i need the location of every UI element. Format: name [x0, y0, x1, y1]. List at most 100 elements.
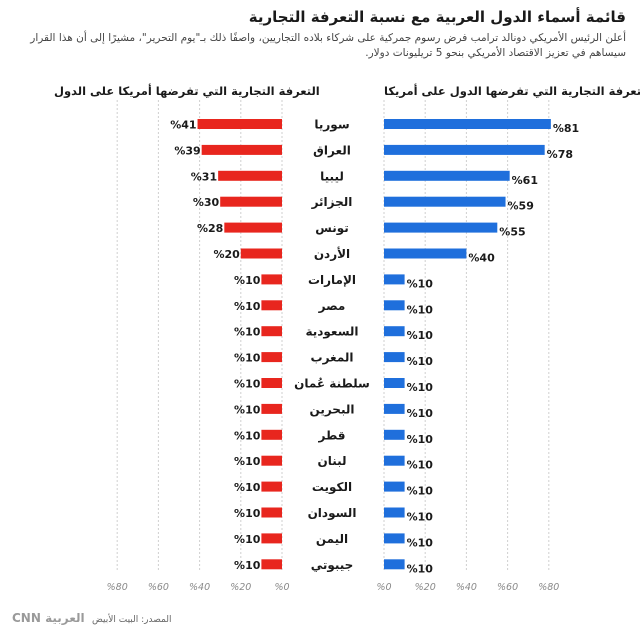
blue-bar-value-label: %10	[407, 511, 434, 524]
red-bar	[220, 196, 282, 207]
red-bar	[201, 144, 282, 155]
blue-bar	[384, 300, 405, 311]
blue-bar-value-label: %10	[407, 562, 434, 575]
country-label: اليمن	[316, 532, 348, 546]
red-bar-value-label: %10	[234, 274, 261, 287]
cnn-arabic-logo: CNN العربية	[12, 611, 85, 625]
blue-bar-value-label: %10	[407, 433, 434, 446]
red-bar-value-label: %39	[174, 144, 200, 157]
red-bar-value-label: %30	[193, 196, 220, 209]
blue-bar	[384, 196, 506, 207]
red-bar-value-label: %28	[197, 222, 223, 235]
country-label: المغرب	[311, 351, 354, 365]
country-label: البحرين	[310, 402, 355, 416]
left-axis-tick-label: %60	[148, 582, 169, 593]
source-note: المصدر: البيت الأبيض	[92, 615, 172, 625]
left-axis-tick-label: %40	[189, 582, 210, 593]
left-axis-tick-label: %20	[230, 582, 251, 593]
country-label: الجزائر	[311, 195, 353, 209]
red-bar-value-label: %10	[234, 455, 261, 468]
country-label: جيبوتي	[311, 558, 354, 573]
blue-bar	[384, 119, 551, 129]
country-label: سلطنة عُمان	[294, 377, 370, 391]
country-label: مصر	[318, 299, 346, 313]
country-label: الإمارات	[308, 273, 356, 287]
country-label: السودان	[308, 506, 357, 521]
red-bar	[261, 274, 282, 285]
red-bar	[261, 429, 282, 440]
country-label: ليبيا	[320, 169, 344, 183]
blue-bar-value-label: %55	[499, 226, 525, 239]
red-bar-value-label: %10	[234, 403, 261, 416]
blue-bar	[384, 222, 498, 233]
blue-bar	[384, 455, 405, 466]
red-bar	[197, 119, 282, 129]
red-bar-value-label: %10	[234, 378, 261, 391]
country-label: الأردن	[314, 246, 350, 261]
chart-title: قائمة أسماء الدول العربية مع نسبة التعرف…	[248, 8, 626, 26]
red-bar-value-label: %10	[234, 533, 261, 546]
blue-bar	[384, 429, 405, 440]
country-label: تونس	[315, 221, 349, 236]
red-bar	[261, 507, 282, 518]
blue-bar-value-label: %10	[407, 329, 434, 342]
blue-bar-value-label: %10	[407, 485, 434, 498]
blue-bar-value-label: %40	[468, 252, 495, 265]
country-label: قطر	[317, 428, 345, 442]
blue-bar	[384, 507, 405, 518]
red-bar-value-label: %10	[234, 300, 261, 313]
red-bar-value-label: %10	[234, 352, 261, 365]
blue-bar-value-label: %10	[407, 277, 434, 290]
blue-bar	[384, 144, 545, 155]
blue-bar	[384, 403, 405, 414]
blue-bar	[384, 248, 467, 259]
red-bar	[261, 300, 282, 311]
blue-bar	[384, 352, 405, 363]
red-bar	[218, 170, 282, 181]
red-bar	[261, 481, 282, 492]
country-label: العراق	[313, 143, 351, 157]
red-bar-value-label: %20	[213, 248, 240, 261]
red-bar	[261, 533, 282, 544]
left-axis-tick-label: %80	[107, 582, 128, 593]
right-axis-tick-label: %80	[538, 582, 559, 593]
blue-bar-value-label: %78	[547, 148, 573, 161]
right-panel-heading: التعرفة التجارية التي تفرضها الدول على أ…	[384, 84, 640, 98]
red-bar-value-label: %10	[234, 429, 261, 442]
blue-bar-value-label: %10	[407, 355, 434, 368]
blue-bar	[384, 481, 405, 492]
red-bar	[224, 222, 282, 233]
red-bar	[261, 403, 282, 414]
blue-bar	[384, 378, 405, 388]
right-axis-tick-label: %20	[415, 582, 436, 593]
red-bar	[261, 559, 282, 570]
blue-bar	[384, 326, 405, 337]
blue-bar	[384, 274, 405, 285]
red-bar-value-label: %10	[234, 326, 261, 339]
blue-bar-value-label: %59	[508, 200, 534, 213]
blue-bar-value-label: %81	[553, 122, 579, 135]
blue-bar-value-label: %10	[407, 381, 434, 394]
blue-bar-value-label: %10	[407, 407, 434, 420]
red-bar	[261, 352, 282, 363]
right-axis-tick-label: %60	[497, 582, 518, 593]
red-bar-value-label: %10	[234, 559, 261, 572]
red-bar	[261, 455, 282, 466]
red-bar-value-label: %10	[234, 481, 261, 494]
country-label: سوريا	[314, 118, 349, 133]
red-bar-value-label: %31	[191, 170, 217, 183]
blue-bar-value-label: %10	[407, 459, 434, 472]
blue-bar-value-label: %61	[512, 174, 538, 187]
red-bar	[261, 378, 282, 388]
red-bar-value-label: %10	[234, 507, 261, 520]
red-bar-value-label: %41	[170, 119, 196, 132]
right-axis-tick-label: %40	[456, 582, 477, 593]
red-bar	[261, 326, 282, 337]
blue-bar	[384, 533, 405, 544]
country-label: السعودية	[305, 325, 358, 340]
blue-bar-value-label: %10	[407, 303, 434, 316]
red-bar	[240, 248, 282, 259]
left-axis-tick-label: %0	[274, 582, 289, 593]
blue-bar	[384, 170, 510, 181]
